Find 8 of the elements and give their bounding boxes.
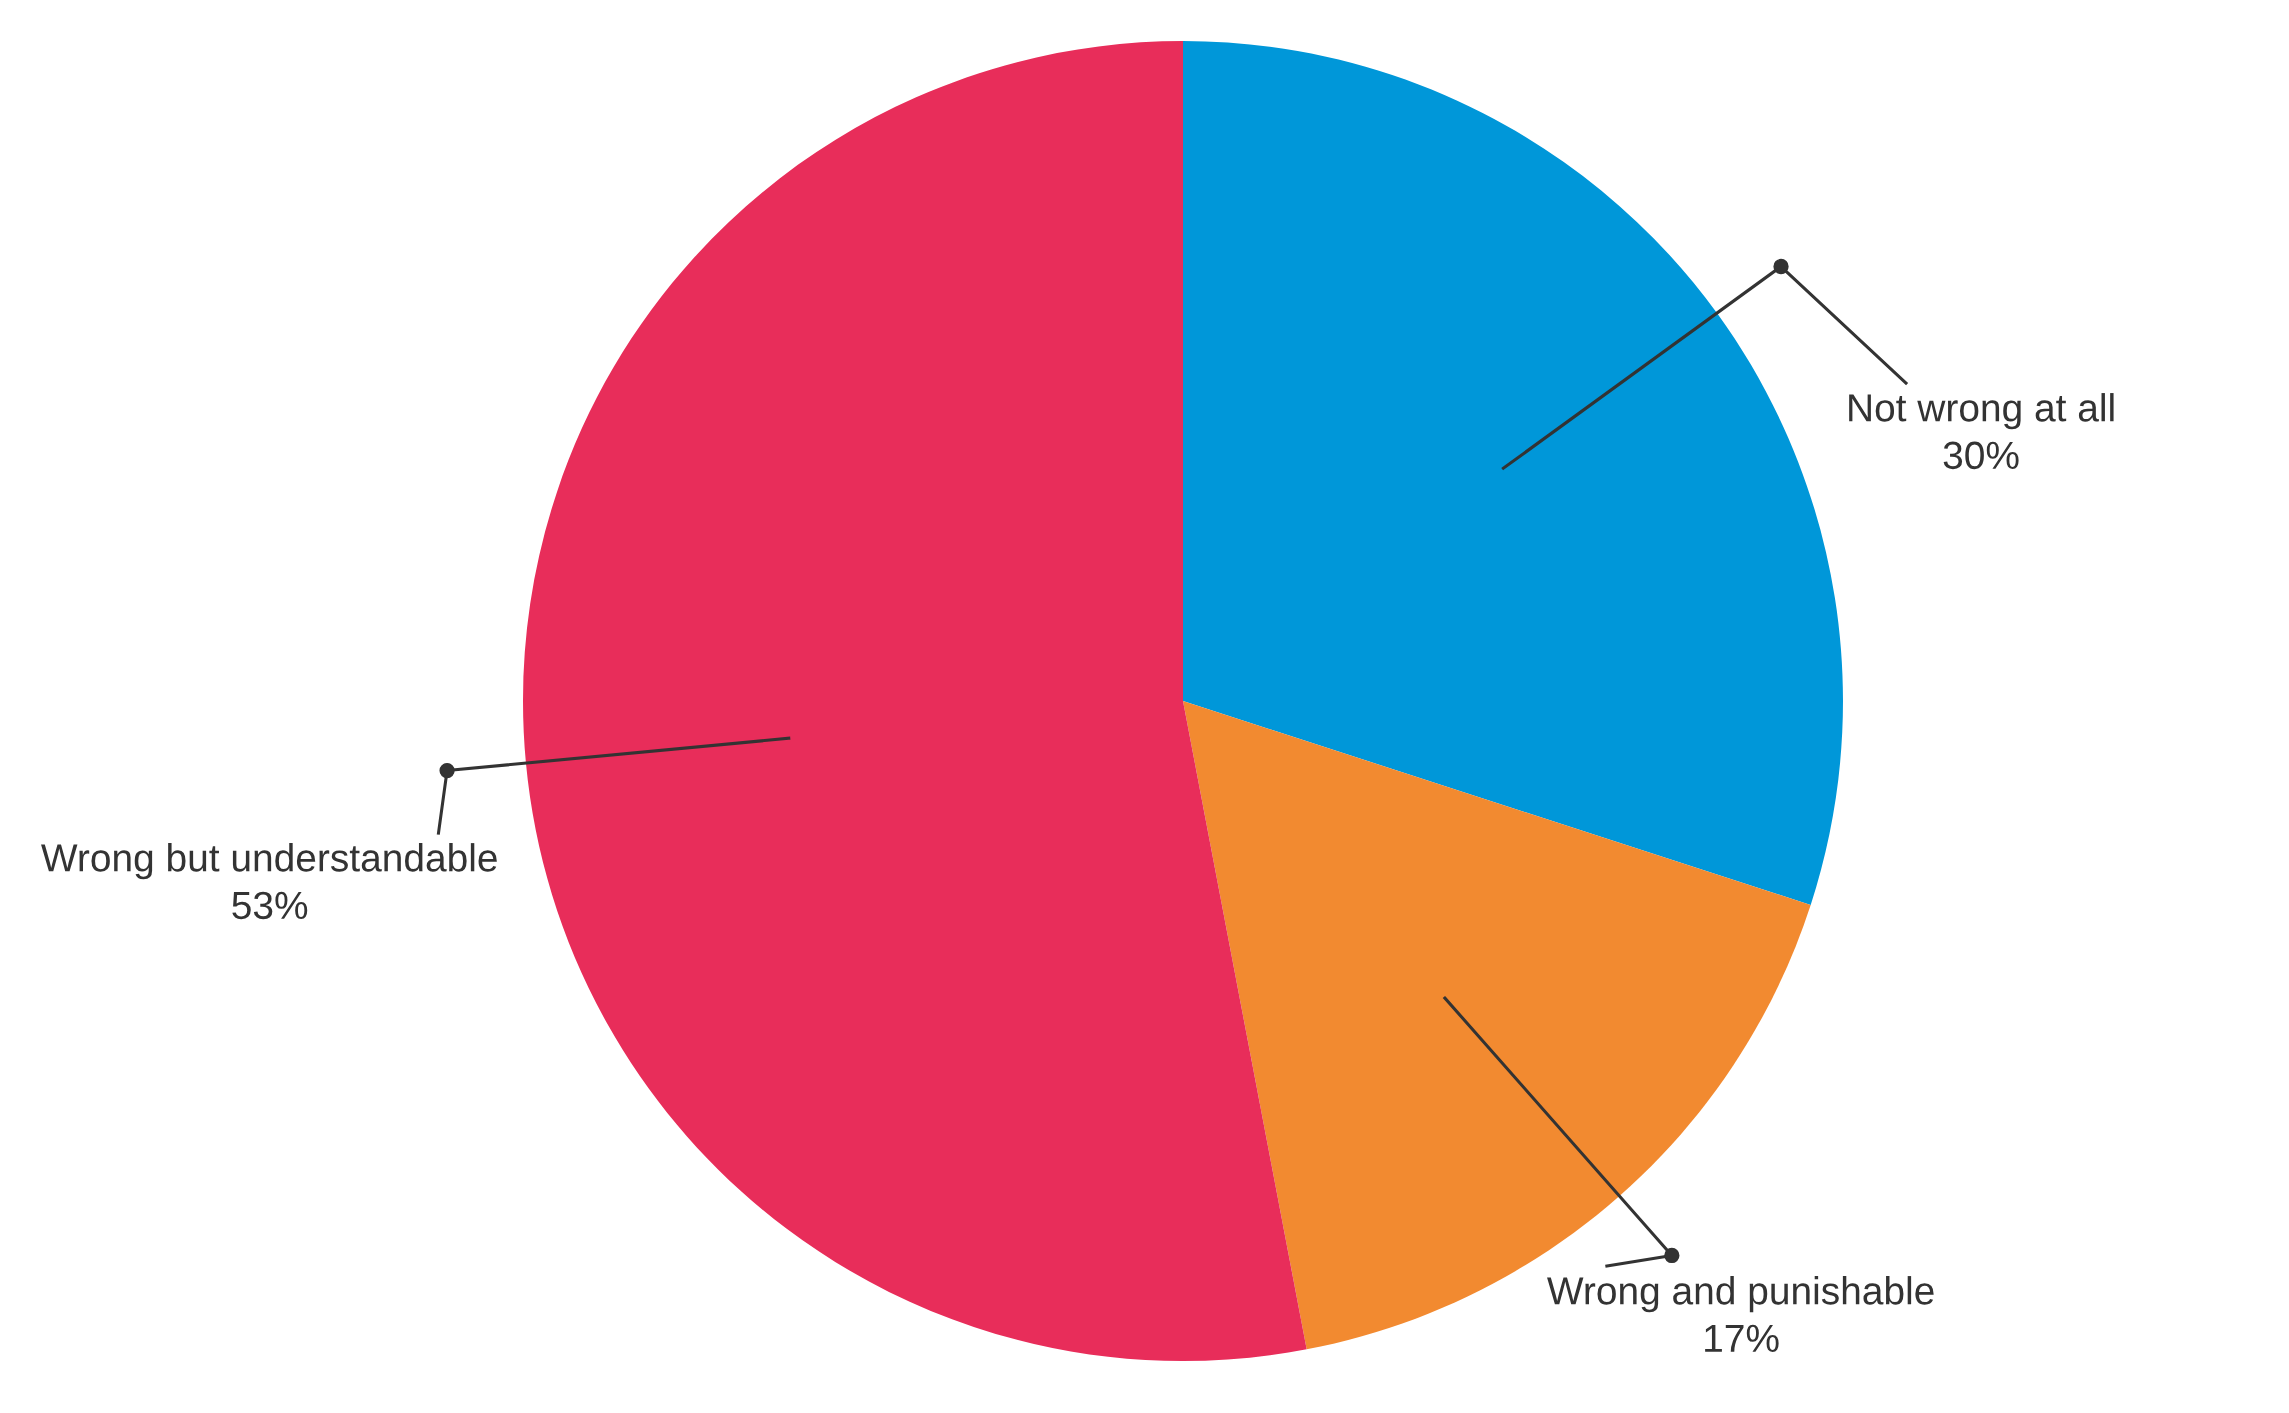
slice-label: Wrong and punishable: [1547, 1276, 1934, 1313]
slice-label: Wrong but understandable: [41, 843, 497, 880]
data-label: 17%: [1705, 1324, 1779, 1353]
pie-slice: [1183, 41, 1843, 905]
data-label: 30%: [1943, 441, 2019, 470]
data-label: 53%: [232, 891, 308, 920]
slice-label: Not wrong at all: [1849, 393, 2114, 430]
pie-slice: [523, 41, 1307, 1361]
